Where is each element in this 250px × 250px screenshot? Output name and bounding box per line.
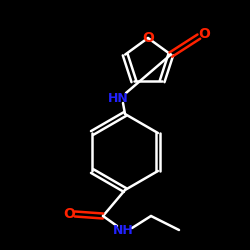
Text: O: O: [63, 207, 75, 221]
Text: HN: HN: [108, 92, 128, 104]
Text: NH: NH: [112, 224, 134, 236]
Text: O: O: [142, 31, 154, 45]
Text: O: O: [198, 26, 210, 40]
